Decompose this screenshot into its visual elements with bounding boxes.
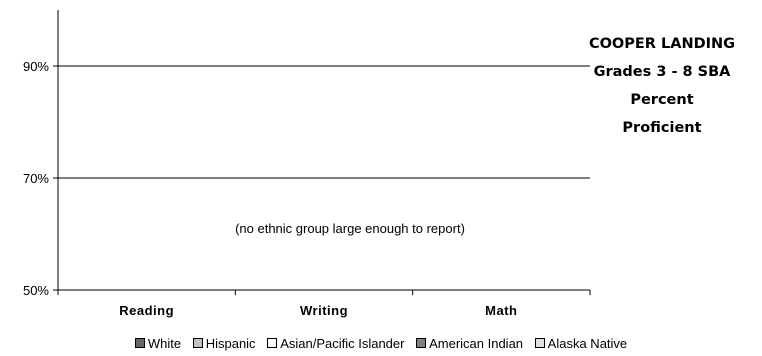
chart-title-line-3: Percent (630, 92, 694, 108)
x-tick-label-reading: Reading (119, 303, 174, 318)
legend-swatch-american-indian (416, 338, 427, 348)
legend-label-asian-pacific-islander: Asian/Pacific Islander (280, 336, 405, 351)
chart-title-line-4: Proficient (622, 120, 702, 136)
legend-swatch-alaska-native (534, 338, 545, 348)
legend-item-hispanic: Hispanic (192, 336, 256, 351)
legend-swatch-hispanic (192, 338, 203, 348)
y-tick-label: 50% (23, 283, 49, 298)
y-tick-label: 70% (23, 171, 49, 186)
y-tick-label: 90% (23, 59, 49, 74)
chart-title: COOPER LANDING Grades 3 - 8 SBA Percent … (562, 30, 762, 142)
legend-label-white: White (147, 336, 182, 351)
no-data-annotation: (no ethnic group large enough to report) (235, 221, 465, 236)
legend-swatch-white (134, 338, 145, 348)
legend-item-american-indian: American Indian (416, 336, 523, 351)
legend-swatch-asian-pacific-islander (267, 338, 278, 348)
legend-item-asian-pacific-islander: Asian/Pacific Islander (267, 336, 404, 351)
legend-label-american-indian: American Indian (429, 336, 524, 351)
chart-title-line-2: Grades 3 - 8 SBA (593, 64, 731, 80)
legend-item-alaska-native: Alaska Native (534, 336, 628, 351)
legend: White Hispanic Asian/Pacific Islander Am… (0, 336, 762, 351)
legend-label-alaska-native: Alaska Native (547, 336, 628, 351)
x-tick-label-writing: Writing (300, 303, 348, 318)
legend-label-hispanic: Hispanic (205, 336, 256, 351)
legend-item-white: White (134, 336, 182, 351)
x-tick-label-math: Math (485, 303, 517, 318)
chart-title-line-1: COOPER LANDING (588, 36, 736, 52)
